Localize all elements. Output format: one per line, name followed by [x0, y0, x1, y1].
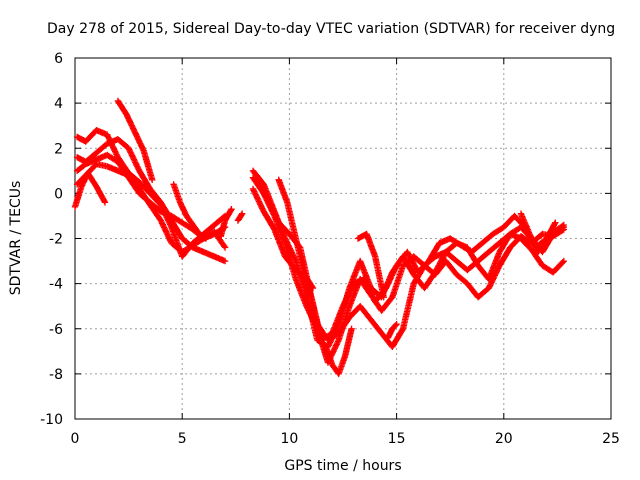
series-track-7 [170, 181, 209, 242]
y-tick-label: 4 [54, 96, 63, 112]
chart-title: Day 278 of 2015, Sidereal Day-to-day VTE… [47, 21, 615, 37]
data-layer [71, 97, 567, 378]
x-tick-label: 0 [71, 431, 80, 447]
data-marker-trace [114, 97, 156, 183]
data-marker-trace [354, 230, 387, 301]
x-axis-label: GPS time / hours [284, 458, 401, 474]
series-track-14 [275, 176, 317, 292]
y-axis-label: SDTVAR / TECUs [8, 181, 24, 296]
x-tick-label: 20 [495, 431, 513, 447]
data-marker-trace [217, 206, 235, 240]
y-tick-labels: -10 -8 -6 -4 -2 0 2 4 6 [40, 51, 63, 428]
series-track-18 [517, 210, 559, 256]
series-track-15 [322, 325, 355, 378]
data-marker-trace [275, 176, 317, 292]
y-tick-label: -10 [40, 412, 63, 428]
x-tick-labels: 0 5 10 15 20 25 [71, 431, 620, 447]
series-track-4 [73, 160, 229, 256]
data-marker-trace [170, 181, 209, 242]
x-tick-label: 25 [602, 431, 620, 447]
y-tick-label: 2 [54, 141, 63, 157]
series-track-17 [384, 321, 400, 341]
x-tick-label: 10 [280, 431, 298, 447]
data-marker-trace [517, 210, 559, 256]
data-marker-trace [322, 325, 355, 378]
y-tick-label: -6 [49, 322, 63, 338]
data-marker-trace [234, 210, 246, 224]
series-track-16 [354, 230, 387, 301]
series-track-9 [234, 210, 246, 224]
y-tick-label: -4 [49, 277, 63, 293]
series-track-5 [71, 169, 109, 211]
data-marker-trace [73, 136, 229, 265]
series-track-1 [73, 136, 229, 265]
x-tick-label: 5 [178, 431, 187, 447]
data-marker-trace [73, 160, 229, 256]
y-tick-label: 0 [54, 186, 63, 202]
data-marker-trace [384, 321, 400, 341]
series-track-8 [217, 206, 235, 240]
y-tick-label: -2 [49, 232, 63, 248]
y-tick-label: 6 [54, 51, 63, 67]
data-marker-trace [71, 169, 109, 211]
y-tick-label: -8 [49, 367, 63, 383]
series-track-6 [114, 97, 156, 183]
x-tick-label: 15 [388, 431, 406, 447]
